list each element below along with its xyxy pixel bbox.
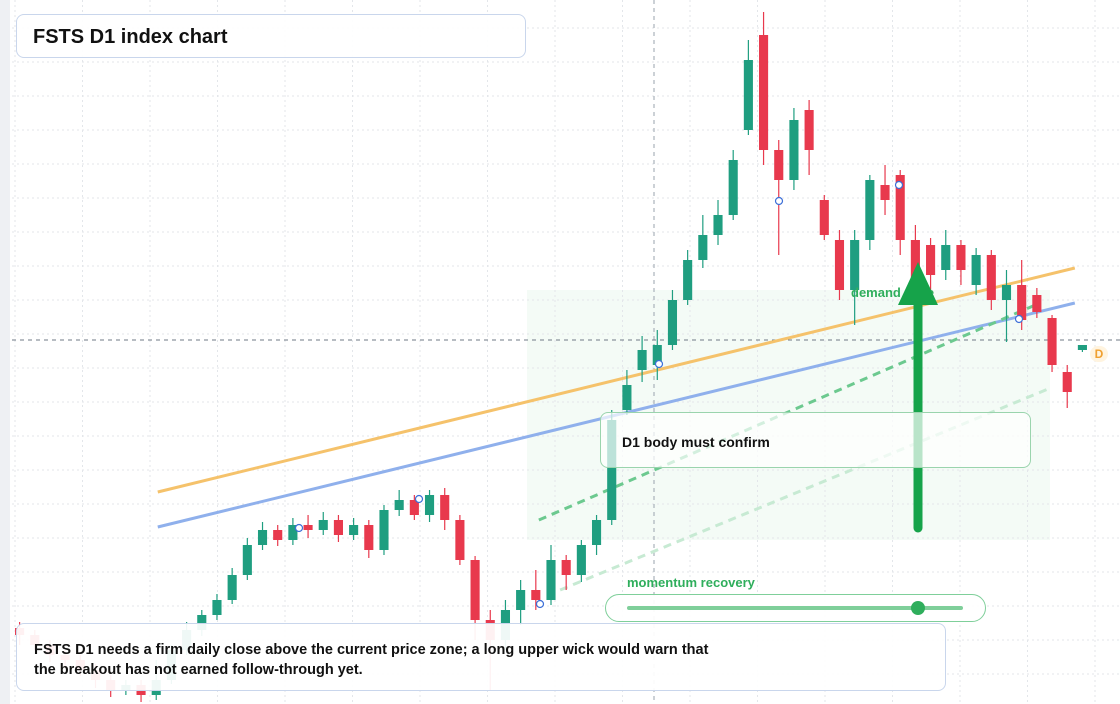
callout: D1 body must confirm xyxy=(622,434,770,450)
candle-body xyxy=(1047,318,1057,365)
last-label: D xyxy=(1095,347,1104,361)
slider[interactable] xyxy=(605,594,986,622)
candle-body xyxy=(1032,295,1042,312)
candle-body xyxy=(273,530,283,540)
candle-body xyxy=(804,110,814,150)
candle-body xyxy=(971,255,981,285)
candle-body xyxy=(865,180,875,240)
candle-body xyxy=(986,255,996,300)
candle-body xyxy=(1077,345,1087,350)
candle-body xyxy=(941,245,951,270)
candle-body xyxy=(728,160,738,215)
candle-body xyxy=(242,545,252,575)
candle-body xyxy=(607,420,617,520)
marker xyxy=(294,523,304,533)
candle-body xyxy=(743,60,753,130)
candle-body xyxy=(561,560,571,575)
candle-body xyxy=(333,520,343,535)
candle-body xyxy=(546,560,556,600)
marker xyxy=(535,599,545,609)
marker xyxy=(414,494,424,504)
arrow-head xyxy=(898,262,938,305)
candle-body xyxy=(637,350,647,370)
candle-body xyxy=(516,590,526,610)
candle-body xyxy=(956,245,966,270)
candle-body xyxy=(667,300,678,345)
callout-box: D1 body must confirm xyxy=(600,412,1031,468)
candle-body xyxy=(318,520,328,530)
candle-body xyxy=(470,560,480,620)
candle-body xyxy=(440,495,450,520)
candle-body xyxy=(789,120,799,180)
candle-body xyxy=(713,215,723,235)
trendline xyxy=(538,301,1041,522)
candle-body xyxy=(288,525,298,540)
marker xyxy=(894,180,904,190)
candle-body xyxy=(576,545,586,575)
candle-body xyxy=(409,500,419,515)
left-edge xyxy=(0,0,10,704)
candle-body xyxy=(379,510,389,550)
slider-knob[interactable] xyxy=(911,601,925,615)
last-badge xyxy=(1090,346,1108,362)
candle-body xyxy=(455,520,465,560)
note-box: FSTS D1 needs a firm daily close above t… xyxy=(16,623,946,691)
candle-body xyxy=(1017,285,1027,320)
candle-body xyxy=(910,240,920,280)
candle-body xyxy=(1001,285,1012,300)
candle-body xyxy=(683,260,693,300)
candle-body xyxy=(591,520,602,545)
slider-track xyxy=(627,606,963,610)
candle-body xyxy=(303,525,313,530)
candle-body xyxy=(819,200,829,235)
candle-body xyxy=(349,525,359,535)
candle-body xyxy=(1062,372,1072,392)
note: FSTS D1 needs a firm daily close above t… xyxy=(34,642,709,678)
candle-body xyxy=(227,575,237,600)
marker xyxy=(654,359,664,369)
marker xyxy=(774,196,784,206)
candle-body xyxy=(850,240,860,290)
candle-body xyxy=(531,590,541,600)
candle-body xyxy=(834,240,845,290)
candle-body xyxy=(622,385,632,410)
candle-body xyxy=(257,530,268,545)
candle-body xyxy=(759,35,769,150)
candle-body xyxy=(364,525,374,550)
candle-body xyxy=(880,185,890,200)
grid xyxy=(12,0,1120,704)
candle-body xyxy=(394,500,404,510)
candle-body xyxy=(652,345,662,365)
slider-label: momentum recovery xyxy=(627,575,755,590)
candle-body xyxy=(424,495,435,515)
markers xyxy=(294,180,1024,609)
candle-body xyxy=(895,175,905,240)
chart-title: FSTS D1 index chart xyxy=(33,26,228,48)
candle-body xyxy=(926,245,936,275)
marker xyxy=(1014,314,1024,324)
candle-body xyxy=(698,235,708,260)
candle-body xyxy=(212,600,222,615)
title-box: FSTS D1 index chart xyxy=(16,14,526,58)
candle-body xyxy=(197,615,207,630)
candle-body xyxy=(774,150,784,180)
